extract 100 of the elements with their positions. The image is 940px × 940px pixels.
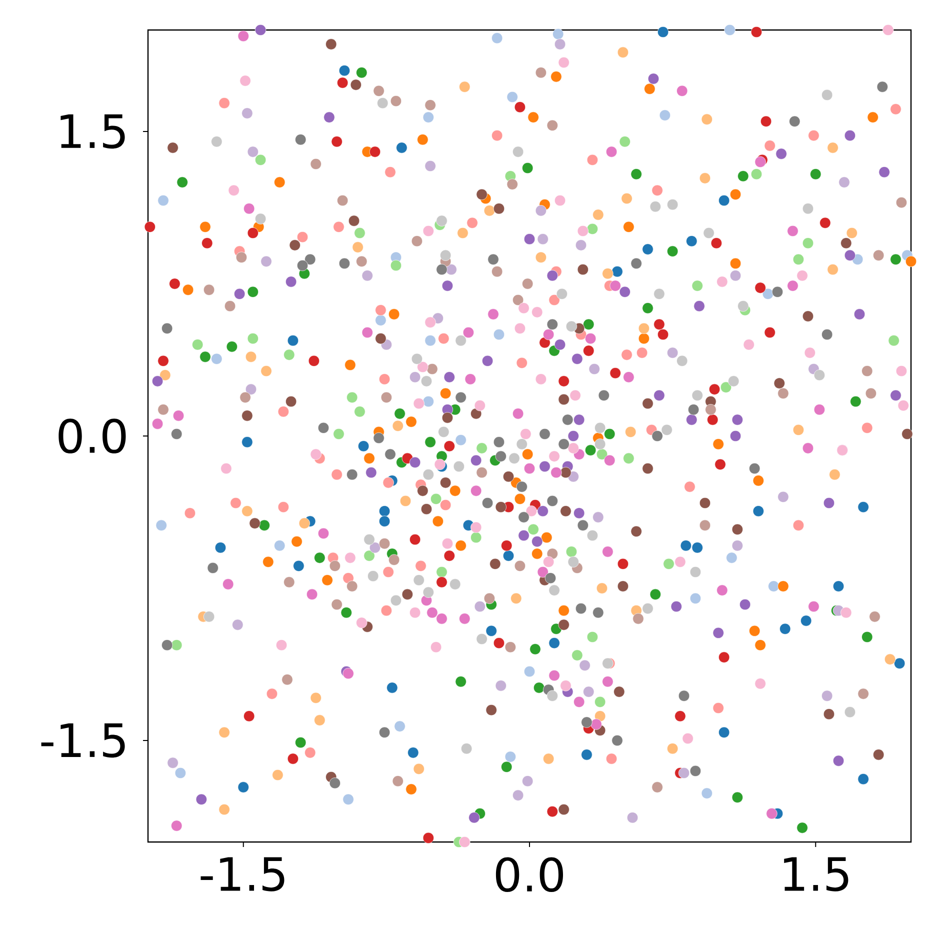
point: [358, 440, 370, 452]
point: [840, 607, 852, 618]
point: [659, 110, 671, 121]
point: [592, 512, 604, 523]
point: [623, 452, 634, 464]
point: [356, 617, 368, 628]
point: [436, 576, 448, 588]
point: [470, 485, 482, 496]
point: [459, 81, 470, 92]
point: [732, 792, 743, 803]
point: [586, 154, 598, 166]
point: [541, 532, 552, 544]
point: [730, 270, 742, 282]
point: [621, 349, 632, 360]
point: [346, 580, 358, 592]
point: [470, 532, 482, 544]
point: [592, 209, 604, 220]
point: [548, 294, 560, 306]
point: [750, 26, 762, 38]
point: [298, 518, 310, 529]
point: [524, 666, 536, 678]
point: [642, 462, 654, 474]
point: [796, 270, 808, 282]
point: [422, 225, 434, 237]
point: [240, 392, 251, 403]
point: [504, 642, 516, 653]
point: [692, 280, 703, 292]
point: [602, 676, 614, 688]
point: [342, 794, 354, 805]
point: [724, 24, 736, 36]
point: [512, 146, 524, 158]
point: [417, 361, 428, 373]
point: [896, 196, 908, 208]
point: [586, 530, 598, 542]
point: [752, 506, 764, 517]
point: [630, 168, 642, 180]
point: [902, 428, 913, 440]
point: [495, 501, 506, 513]
point: [340, 607, 352, 618]
point: [894, 658, 906, 669]
point: [754, 282, 766, 294]
point: [556, 288, 568, 300]
point: [144, 221, 156, 232]
point: [390, 594, 402, 606]
point: [862, 422, 873, 434]
point: [504, 751, 516, 762]
point: [314, 552, 326, 564]
point: [544, 572, 556, 584]
point: [295, 134, 306, 146]
point: [411, 353, 423, 364]
point: [617, 558, 629, 570]
point: [289, 240, 300, 251]
point: [548, 450, 560, 462]
point: [260, 365, 272, 377]
point: [167, 757, 178, 768]
point: [610, 367, 621, 379]
point: [577, 225, 588, 237]
point: [676, 85, 688, 96]
point: [333, 428, 344, 440]
point: [172, 410, 184, 422]
point: [652, 430, 663, 442]
point: [493, 637, 505, 649]
point: [232, 619, 244, 630]
point: [426, 607, 438, 618]
point: [440, 250, 452, 261]
point: [844, 706, 856, 718]
point: [354, 406, 366, 418]
point: [754, 678, 766, 690]
point: [228, 184, 240, 196]
point: [218, 804, 230, 816]
point: [754, 640, 766, 651]
point: [832, 580, 844, 592]
point: [413, 398, 424, 410]
point: [524, 234, 536, 245]
point: [566, 320, 578, 332]
point: [254, 24, 266, 36]
point: [444, 440, 455, 452]
point: [424, 335, 436, 346]
point: [820, 217, 831, 228]
point: [780, 623, 791, 634]
point: [738, 170, 749, 182]
point: [373, 85, 384, 96]
point: [522, 776, 534, 787]
point: [869, 611, 880, 622]
point: [604, 428, 616, 440]
point: [610, 280, 621, 292]
y-tick-label: 0.0: [58, 418, 126, 454]
point: [699, 497, 711, 509]
point: [378, 374, 390, 385]
point: [442, 280, 454, 292]
point: [730, 258, 742, 270]
point: [417, 134, 428, 146]
point: [388, 554, 400, 566]
point: [890, 254, 902, 265]
point: [546, 120, 558, 131]
point: [304, 254, 316, 265]
point: [426, 363, 438, 375]
point: [409, 456, 421, 468]
point: [590, 718, 602, 730]
point: [455, 434, 466, 446]
